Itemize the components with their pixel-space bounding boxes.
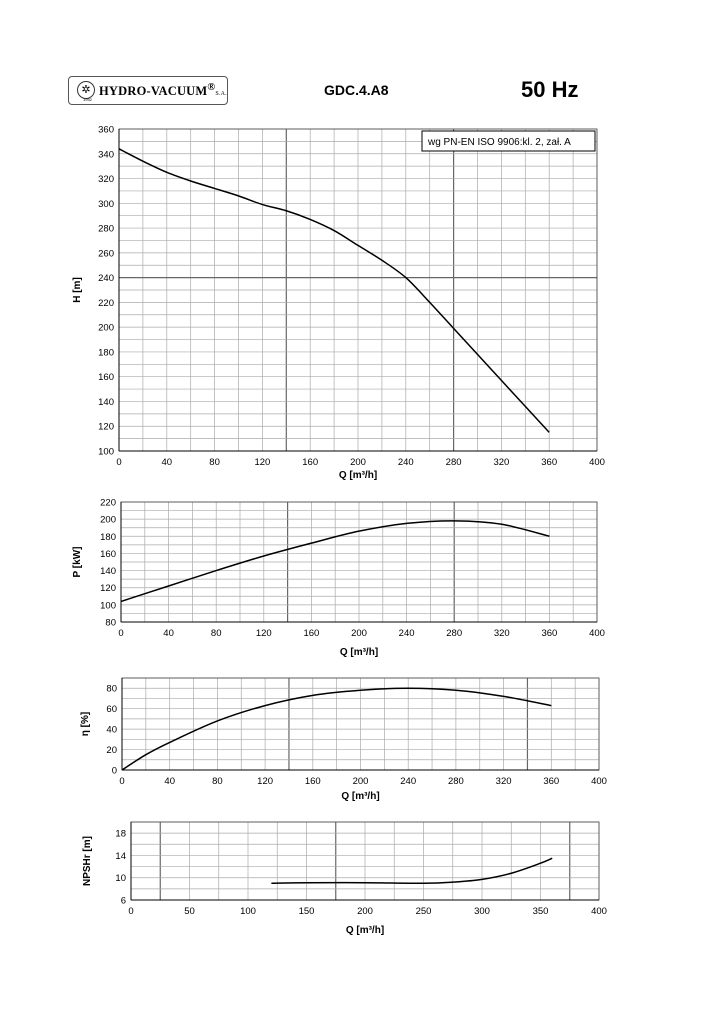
x-tick-label: 0 xyxy=(119,776,124,787)
x-tick-label: 150 xyxy=(299,906,315,917)
y-tick-label: 10 xyxy=(115,873,126,884)
chart-H: 0 40 80 120 160 200 240 280 320 360 400 100 120 140 16… xyxy=(72,125,605,482)
y-axis-label: η [%] xyxy=(80,712,91,736)
x-tick-label: 320 xyxy=(496,776,512,787)
y-tick-label: 60 xyxy=(106,704,117,715)
x-axis-label: Q [m³/h] xyxy=(341,791,379,802)
y-tick-label: 100 xyxy=(100,600,116,611)
y-axis-label: P [kW] xyxy=(72,547,83,578)
x-tick-label: 0 xyxy=(116,457,121,468)
x-tick-label: 40 xyxy=(162,457,173,468)
y-tick-label: 6 xyxy=(121,896,126,907)
x-axis-label: Q [m³/h] xyxy=(339,470,377,481)
chart-P: 0 40 80 120 160 200 240 280 320 360 400 80 100 120 140… xyxy=(72,498,605,659)
frequency: 50 Hz xyxy=(521,77,579,102)
y-tick-label: 260 xyxy=(98,248,114,259)
company-logo: ✲ HYDRO-VACUUM®S.A. 1952 xyxy=(68,76,228,105)
y-tick-label: 180 xyxy=(98,347,114,358)
y-tick-label: 160 xyxy=(100,549,116,560)
curve-P xyxy=(120,520,550,603)
x-axis-label: Q [m³/h] xyxy=(340,647,378,658)
x-tick-label: 400 xyxy=(589,628,605,639)
x-tick-label: 280 xyxy=(446,628,462,639)
logo-year: 1952 xyxy=(83,97,92,102)
y-tick-label: 14 xyxy=(115,851,126,862)
x-tick-label: 50 xyxy=(184,906,195,917)
x-tick-label: 200 xyxy=(357,906,373,917)
x-tick-label: 250 xyxy=(416,906,432,917)
x-tick-label: 280 xyxy=(448,776,464,787)
y-tick-label: 120 xyxy=(100,583,116,594)
x-tick-label: 80 xyxy=(209,457,220,468)
x-axis-label: Q [m³/h] xyxy=(346,925,384,936)
x-tick-label: 360 xyxy=(541,457,557,468)
x-tick-label: 0 xyxy=(118,628,123,639)
x-tick-label: 400 xyxy=(591,776,607,787)
chart-eta: 0 40 80 120 160 200 240 280 320 360 400 0 20 40 60 80 Q … xyxy=(80,677,607,802)
y-tick-label: 180 xyxy=(100,532,116,543)
y-tick-label: 200 xyxy=(100,515,116,526)
y-tick-label: 200 xyxy=(98,323,114,334)
x-tick-label: 40 xyxy=(163,628,174,639)
logo-suffix: S.A. xyxy=(215,91,227,98)
y-tick-label: 80 xyxy=(106,684,117,695)
x-tick-label: 0 xyxy=(128,906,133,917)
y-tick-label: 360 xyxy=(98,125,114,136)
logo-text: HYDRO-VACUUM xyxy=(99,84,208,99)
y-tick-label: 120 xyxy=(98,422,114,433)
x-tick-label: 300 xyxy=(474,906,490,917)
y-tick-label: 40 xyxy=(106,725,117,736)
y-tick-label: 320 xyxy=(98,174,114,185)
x-tick-label: 100 xyxy=(240,906,256,917)
x-tick-label: 200 xyxy=(350,457,366,468)
y-tick-label: 220 xyxy=(100,498,116,509)
y-tick-label: 20 xyxy=(106,745,117,756)
y-tick-label: 18 xyxy=(115,829,126,840)
x-tick-label: 80 xyxy=(211,628,222,639)
x-tick-label: 200 xyxy=(353,776,369,787)
x-tick-label: 120 xyxy=(257,776,273,787)
y-tick-label: 100 xyxy=(98,447,114,458)
x-tick-label: 240 xyxy=(399,628,415,639)
y-tick-label: 80 xyxy=(105,618,116,629)
x-tick-label: 320 xyxy=(493,457,509,468)
y-tick-label: 140 xyxy=(98,397,114,408)
y-tick-label: 220 xyxy=(98,298,114,309)
y-tick-label: 0 xyxy=(112,766,117,777)
x-tick-label: 350 xyxy=(533,906,549,917)
y-tick-label: 140 xyxy=(100,566,116,577)
x-tick-label: 280 xyxy=(446,457,462,468)
x-tick-label: 80 xyxy=(212,776,223,787)
curve-NPSH xyxy=(271,857,553,885)
x-tick-label: 360 xyxy=(541,628,557,639)
x-tick-label: 160 xyxy=(302,457,318,468)
x-tick-label: 320 xyxy=(494,628,510,639)
annotation-text: wg PN-EN ISO 9906:kl. 2, zał. A xyxy=(427,137,571,148)
y-tick-label: 340 xyxy=(98,149,114,160)
y-tick-label: 240 xyxy=(98,273,114,284)
x-tick-label: 240 xyxy=(400,776,416,787)
x-tick-label: 40 xyxy=(164,776,175,787)
y-tick-label: 300 xyxy=(98,199,114,210)
logo-emblem-icon: ✲ xyxy=(77,81,95,99)
x-tick-label: 400 xyxy=(589,457,605,468)
chart-NPSH: 0 50 100 150 200 250 300 350 400 6 10 14 18 Q [m³/h] N… xyxy=(82,821,607,936)
x-tick-label: 200 xyxy=(351,628,367,639)
y-tick-label: 280 xyxy=(98,224,114,235)
x-tick-label: 120 xyxy=(256,628,272,639)
y-axis-label: H [m] xyxy=(72,277,83,303)
x-tick-label: 400 xyxy=(591,906,607,917)
x-tick-label: 360 xyxy=(543,776,559,787)
x-tick-label: 160 xyxy=(303,628,319,639)
x-tick-label: 240 xyxy=(398,457,414,468)
x-tick-label: 120 xyxy=(254,457,270,468)
y-tick-label: 160 xyxy=(98,372,114,383)
y-axis-label: NPSHr [m] xyxy=(82,836,93,886)
x-tick-label: 160 xyxy=(305,776,321,787)
pump-model: GDC.4.A8 xyxy=(324,82,389,98)
annotation-box xyxy=(421,130,596,152)
